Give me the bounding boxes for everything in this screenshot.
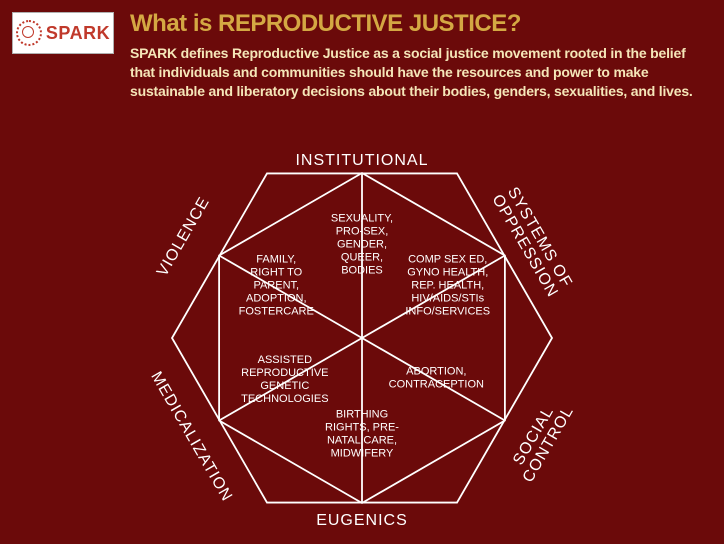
segment-top_right: COMP SEX ED,GYNO HEALTH,REP. HEALTH,HIV/… (405, 254, 490, 318)
segment-bottom_left: ASSISTEDREPRODUCTIVEGENETICTECHNOLOGIES (241, 354, 328, 405)
spark-logo: SPARK (12, 12, 114, 54)
label-bottom-left: MEDICALIZATION (147, 369, 235, 505)
hexagon-diagram: INSTITUTIONAL EUGENICS SYSTEMS OFOPPRESSIO… (0, 128, 724, 544)
segment-bottom_right: ABORTION,CONTRACEPTION (389, 365, 484, 390)
header: What is REPRODUCTIVE JUSTICE? SPARK defi… (130, 10, 704, 101)
page-title: What is REPRODUCTIVE JUSTICE? (130, 10, 704, 38)
label-bottom: EUGENICS (316, 512, 408, 529)
page-description: SPARK defines Reproductive Justice as a … (130, 44, 704, 101)
label-top-left: VIOLENCE (154, 194, 213, 280)
segment-top_left: FAMILY,RIGHT TOPARENT,ADOPTION,FOSTERCAR… (239, 254, 314, 318)
label-top-right: SYSTEMS OFOPPRESSION (488, 183, 575, 300)
sun-icon (16, 20, 42, 46)
label-bottom-right: SOCIALCONTROL (505, 395, 577, 486)
segment-top: SEXUALITY,PRO-SEX,GENDER,QUEER,BODIES (331, 212, 393, 276)
label-top: INSTITUTIONAL (295, 152, 428, 169)
diagram-svg: INSTITUTIONAL EUGENICS SYSTEMS OFOPPRESSIO… (0, 128, 724, 544)
page: SPARK What is REPRODUCTIVE JUSTICE? SPAR… (0, 0, 724, 544)
logo-text: SPARK (46, 23, 110, 44)
segment-bottom: BIRTHINGRIGHTS, PRE-NATAL CARE,MIDWIFERY (325, 409, 399, 460)
